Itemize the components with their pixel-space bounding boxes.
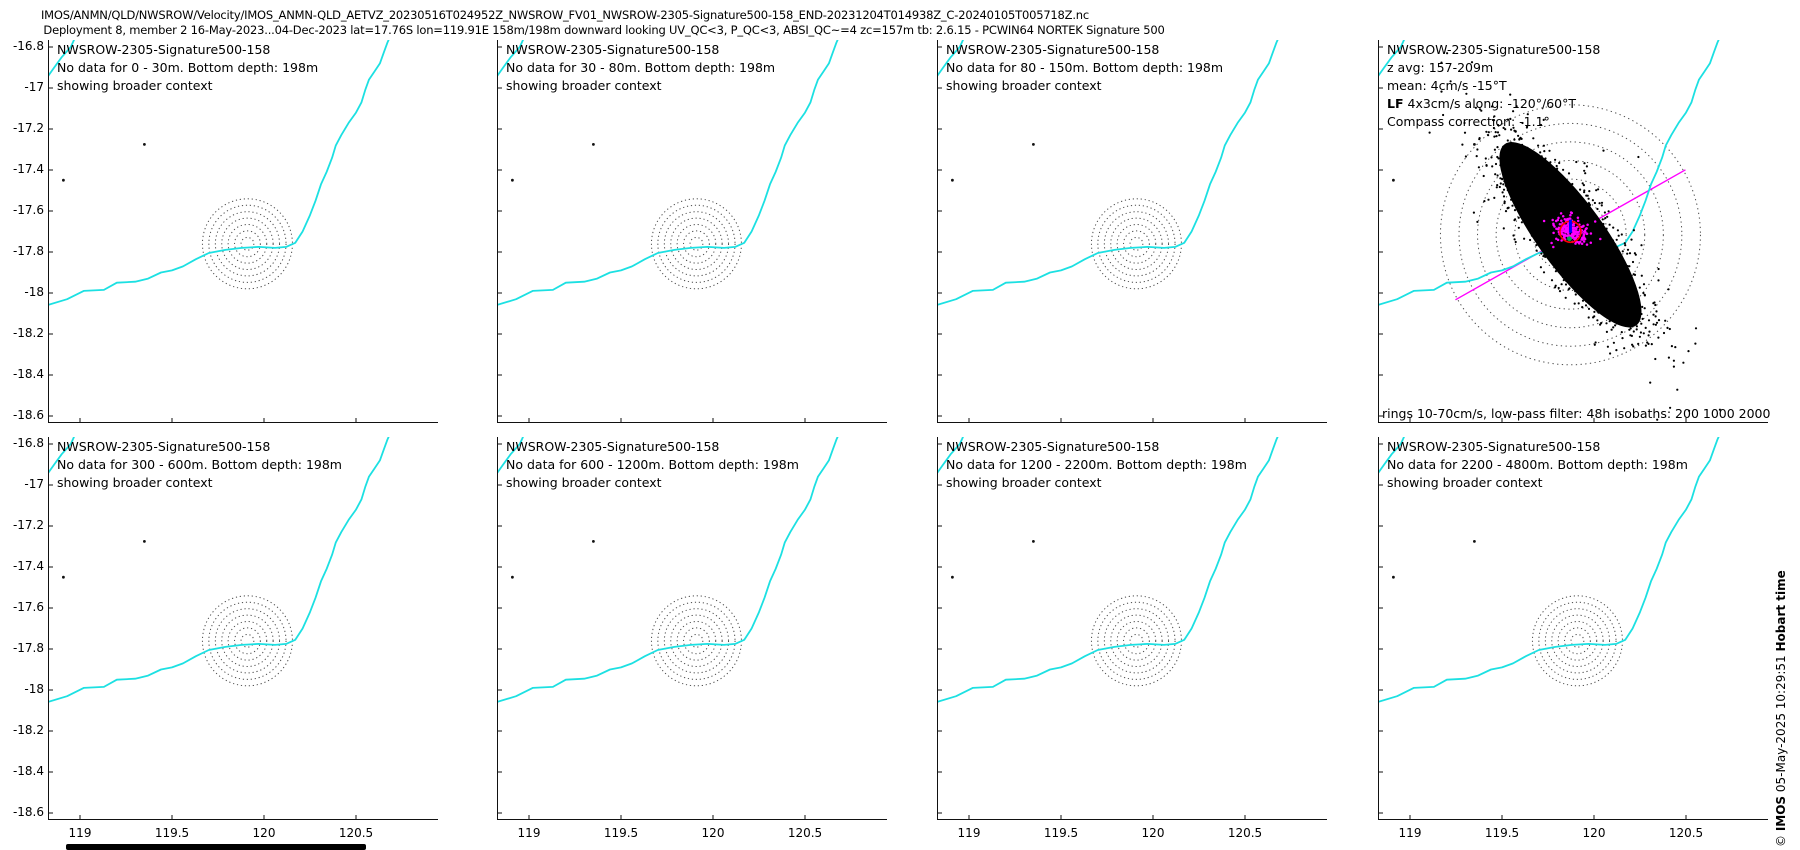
x-tick-label: 120.5 xyxy=(1668,826,1704,840)
y-tick-label: -18.2 xyxy=(12,723,44,737)
x-tick-label: 119 xyxy=(957,826,981,840)
no-data-label: No data for 1200 - 2200m. Bottom depth: … xyxy=(946,457,1247,472)
x-tick-label: 119.5 xyxy=(603,826,639,840)
map-canvas xyxy=(497,437,887,820)
y-tick-label: -18.4 xyxy=(12,764,44,778)
figure-title: IMOS/ANMN/QLD/NWSROW/Velocity/IMOS_ANMN-… xyxy=(40,8,1090,22)
x-tick-label: 120 xyxy=(1582,826,1606,840)
panel-depth-0-30m: NWSROW-2305-Signature500-158 No data for… xyxy=(48,40,438,423)
panel-annotation: NWSROW-2305-Signature500-158 No data for… xyxy=(57,438,342,492)
x-tick-label: 119.5 xyxy=(1043,826,1079,840)
no-data-label: No data for 30 - 80m. Bottom depth: 198m xyxy=(506,60,776,75)
panel-velocity-summary: NWSROW-2305-Signature500-158 z avg: 157-… xyxy=(1378,40,1771,423)
map-canvas xyxy=(48,40,438,423)
rings-legend-label: rings 10-70cm/s, low-pass filter: 48h is… xyxy=(1382,406,1771,421)
y-tick-label: -17.4 xyxy=(12,162,44,176)
station-label: NWSROW-2305-Signature500-158 xyxy=(1387,42,1601,57)
y-tick-label: -16.8 xyxy=(12,436,44,450)
y-tick-label: -18.6 xyxy=(12,408,44,422)
x-tick-label: 120.5 xyxy=(1227,826,1263,840)
figure-subtitle: Deployment 8, member 2 16-May-2023...04-… xyxy=(43,23,1165,37)
map-canvas xyxy=(497,40,887,423)
x-tick-label: 119.5 xyxy=(154,826,190,840)
station-label: NWSROW-2305-Signature500-158 xyxy=(946,439,1160,454)
panel-depth-30-80m: NWSROW-2305-Signature500-158 No data for… xyxy=(497,40,887,423)
map-canvas xyxy=(48,437,438,820)
imos-timestamp-watermark: © IMOS 05-May-2025 10:29:51 Hobart time xyxy=(1774,570,1788,847)
station-label: NWSROW-2305-Signature500-158 xyxy=(506,439,720,454)
context-label: showing broader context xyxy=(57,475,213,490)
x-tick-label: 119 xyxy=(1398,826,1422,840)
y-tick-label: -17.6 xyxy=(12,203,44,217)
no-data-label: No data for 2200 - 4800m. Bottom depth: … xyxy=(1387,457,1688,472)
timestamp-label: 05-May-2025 10:29:51 xyxy=(1774,651,1788,796)
z-avg-label: z avg: 157-209m xyxy=(1387,60,1494,75)
x-tick-label: 120 xyxy=(252,826,276,840)
copyright-symbol: © xyxy=(1774,831,1788,847)
no-data-label: No data for 80 - 150m. Bottom depth: 198… xyxy=(946,60,1224,75)
panel-annotation: NWSROW-2305-Signature500-158 No data for… xyxy=(506,41,775,95)
panel-depth-1200-2200m: NWSROW-2305-Signature500-158 No data for… xyxy=(937,437,1327,820)
x-tick-label: 119 xyxy=(68,826,92,840)
map-canvas xyxy=(937,437,1327,820)
y-tick-label: -17.2 xyxy=(12,121,44,135)
x-tick-label: 119.5 xyxy=(1484,826,1520,840)
panel-annotation: NWSROW-2305-Signature500-158 No data for… xyxy=(506,438,799,492)
context-label: showing broader context xyxy=(506,78,662,93)
panel-annotation: NWSROW-2305-Signature500-158 No data for… xyxy=(946,41,1223,95)
no-data-label: No data for 600 - 1200m. Bottom depth: 1… xyxy=(506,457,799,472)
y-tick-label: -17 xyxy=(24,80,44,94)
x-tick-label: 120.5 xyxy=(787,826,823,840)
y-tick-label: -17.8 xyxy=(12,641,44,655)
timezone-label: Hobart time xyxy=(1774,570,1788,652)
panel-depth-80-150m: NWSROW-2305-Signature500-158 No data for… xyxy=(937,40,1327,423)
y-tick-label: -18 xyxy=(24,285,44,299)
map-canvas xyxy=(1378,437,1768,820)
station-label: NWSROW-2305-Signature500-158 xyxy=(1387,439,1601,454)
panel-depth-600-1200m: NWSROW-2305-Signature500-158 No data for… xyxy=(497,437,887,820)
panel-depth-300-600m: NWSROW-2305-Signature500-158 No data for… xyxy=(48,437,438,820)
x-tick-label: 120.5 xyxy=(338,826,374,840)
y-tick-label: -17.8 xyxy=(12,244,44,258)
panel-depth-2200-4800m: NWSROW-2305-Signature500-158 No data for… xyxy=(1378,437,1768,820)
panel-annotation: NWSROW-2305-Signature500-158 No data for… xyxy=(1387,438,1688,492)
x-tick-label: 119 xyxy=(517,826,541,840)
context-label: showing broader context xyxy=(57,78,213,93)
panel-annotation: NWSROW-2305-Signature500-158 No data for… xyxy=(946,438,1247,492)
imos-label: IMOS xyxy=(1774,795,1788,832)
y-tick-label: -17.6 xyxy=(12,600,44,614)
station-label: NWSROW-2305-Signature500-158 xyxy=(946,42,1160,57)
x-tick-label: 120 xyxy=(701,826,725,840)
y-tick-label: -18.6 xyxy=(12,805,44,819)
context-label: showing broader context xyxy=(946,78,1102,93)
no-data-label: No data for 0 - 30m. Bottom depth: 198m xyxy=(57,60,319,75)
station-label: NWSROW-2305-Signature500-158 xyxy=(57,42,271,57)
map-canvas xyxy=(937,40,1327,423)
y-tick-label: -18.2 xyxy=(12,326,44,340)
velocity-scatter-canvas xyxy=(1378,40,1768,423)
y-tick-label: -17.4 xyxy=(12,559,44,573)
lf-ellipse-label: LF 4x3cm/s along: -120°/60°T xyxy=(1387,96,1576,111)
y-tick-label: -18.4 xyxy=(12,367,44,381)
compass-correction-label: Compass correction: -1.1° xyxy=(1387,114,1550,129)
station-label: NWSROW-2305-Signature500-158 xyxy=(57,439,271,454)
y-tick-label: -18 xyxy=(24,682,44,696)
y-tick-label: -16.8 xyxy=(12,39,44,53)
context-label: showing broader context xyxy=(506,475,662,490)
x-tick-label: 120 xyxy=(1141,826,1165,840)
context-label: showing broader context xyxy=(1387,475,1543,490)
no-data-label: No data for 300 - 600m. Bottom depth: 19… xyxy=(57,457,342,472)
y-tick-label: -17 xyxy=(24,477,44,491)
panel-annotation: NWSROW-2305-Signature500-158 z avg: 157-… xyxy=(1387,41,1600,131)
station-label: NWSROW-2305-Signature500-158 xyxy=(506,42,720,57)
context-label: showing broader context xyxy=(946,475,1102,490)
y-tick-label: -17.2 xyxy=(12,518,44,532)
mean-velocity-label: mean: 4cm/s -15°T xyxy=(1387,78,1507,93)
panel-annotation: NWSROW-2305-Signature500-158 No data for… xyxy=(57,41,318,95)
bottom-black-bar xyxy=(66,844,366,850)
